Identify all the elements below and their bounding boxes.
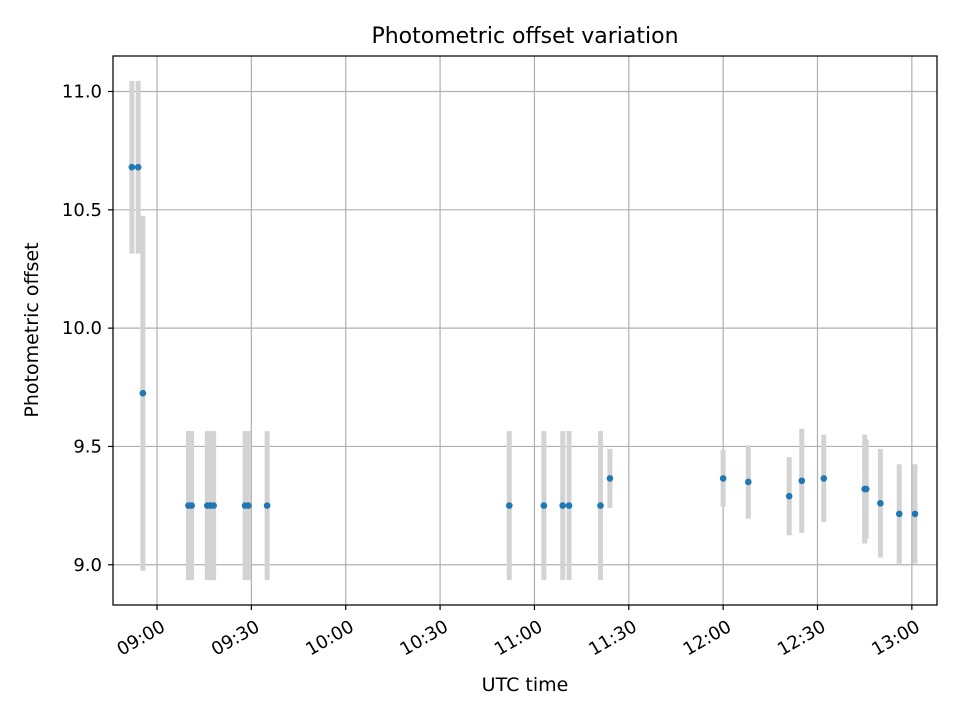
data-point bbox=[565, 502, 573, 509]
data-point bbox=[134, 163, 142, 171]
data-point bbox=[263, 502, 271, 509]
data-point bbox=[719, 475, 727, 482]
data-point bbox=[597, 502, 604, 509]
data-point bbox=[895, 510, 903, 518]
data-point bbox=[244, 502, 252, 509]
data-point bbox=[139, 389, 147, 397]
chart-title: Photometric offset variation bbox=[371, 24, 678, 49]
data-point bbox=[505, 502, 513, 509]
data-point bbox=[862, 485, 870, 493]
data-point bbox=[606, 475, 614, 482]
y-tick-label: 9.5 bbox=[73, 436, 102, 457]
data-point bbox=[911, 510, 919, 518]
y-tick-label: 11.0 bbox=[62, 81, 102, 102]
y-tick-label: 10.0 bbox=[62, 318, 102, 339]
data-point bbox=[820, 475, 828, 482]
data-point bbox=[559, 502, 567, 509]
data-point bbox=[744, 478, 752, 486]
data-point bbox=[785, 492, 793, 500]
x-axis-label: UTC time bbox=[482, 674, 569, 696]
y-axis: 9.0 9.5 10.0 10.5 11.0 bbox=[62, 81, 113, 576]
plot-frame bbox=[112, 55, 938, 606]
data-point bbox=[798, 477, 806, 485]
data-point bbox=[188, 502, 195, 509]
data-point bbox=[877, 499, 884, 507]
y-tick-label: 9.0 bbox=[73, 555, 102, 576]
y-axis-label: Photometric offset bbox=[21, 242, 43, 417]
data-point bbox=[210, 502, 217, 509]
data-point bbox=[540, 502, 548, 509]
y-tick-label: 10.5 bbox=[62, 200, 102, 221]
data-points bbox=[128, 163, 919, 518]
data-point bbox=[128, 163, 136, 171]
